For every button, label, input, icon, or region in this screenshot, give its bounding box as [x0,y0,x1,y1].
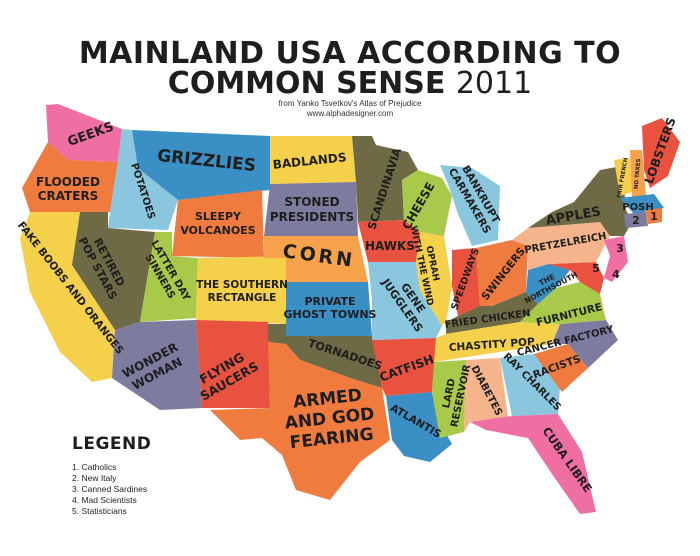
label-co-1: THE SOUTHERN [196,279,288,291]
label-co: THE SOUTHERN RECTANGLE [196,279,288,304]
legend-list: 1. Catholics 2. New Italy 3. Canned Sard… [72,462,151,517]
legend-item: 4. Mad Scientists [72,495,151,506]
label-ks-1: PRIVATE [304,295,355,308]
label-wy-2: VOLCANOES [180,224,255,237]
label-sd-1: STONED [284,195,339,209]
state-south-dakota [264,182,358,236]
label-or-2: CRATERS [38,189,99,203]
label-ma: POSH [622,202,653,213]
legend-heading: LEGEND [72,434,151,454]
map-number-3: 3 [616,242,624,255]
legend-item: 5. Statisticians [72,506,151,517]
map-number-1: 1 [650,210,658,223]
legend: LEGEND 1. Catholics 2. New Italy 3. Cann… [72,434,151,517]
label-or: FLOODED CRATERS [36,175,100,203]
map-number-4: 4 [612,268,620,281]
label-wy-1: SLEEPY [195,210,242,223]
label-ia: HAWKS [365,239,415,253]
map-number-2: 2 [632,214,640,227]
label-or-1: FLOODED [36,175,100,189]
label-co-2: RECTANGLE [208,292,277,304]
map-number-5: 5 [592,262,600,275]
legend-item: 2. New Italy [72,473,151,484]
legend-item: 1. Catholics [72,462,151,473]
label-sd-2: PRESIDENTS [270,210,354,224]
label-ks-2: GHOST TOWNS [284,308,377,321]
legend-item: 3. Canned Sardines [72,484,151,495]
